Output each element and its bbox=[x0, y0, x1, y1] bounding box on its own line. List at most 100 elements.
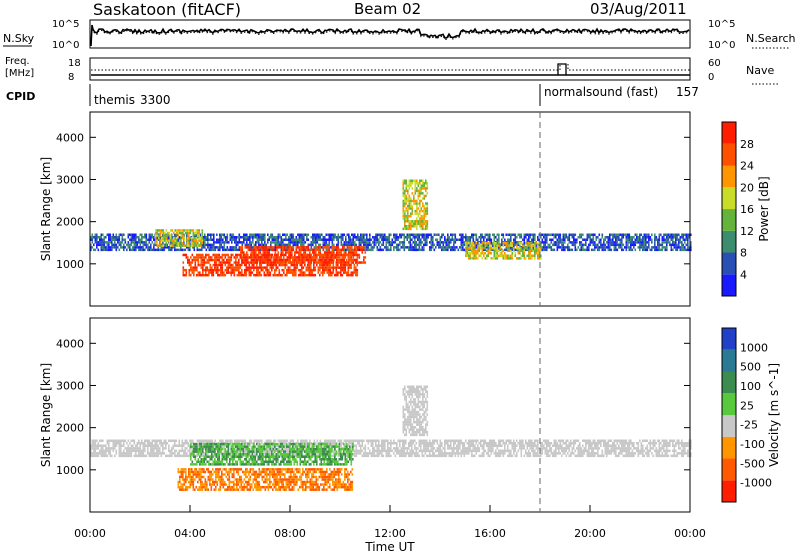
echo-cell bbox=[426, 212, 429, 215]
echo-cell bbox=[118, 439, 121, 442]
echo-cell bbox=[184, 248, 187, 252]
echo-cell bbox=[231, 439, 233, 442]
echo-cell bbox=[360, 449, 362, 453]
echo-cell bbox=[489, 241, 491, 245]
echo-cell bbox=[366, 238, 368, 241]
echo-cell bbox=[138, 241, 140, 244]
echo-cell bbox=[262, 236, 265, 239]
echo-cell bbox=[288, 241, 290, 244]
echo-cell bbox=[309, 248, 311, 252]
echo-cell bbox=[412, 233, 415, 236]
echo-cell bbox=[205, 439, 208, 442]
echo-cell bbox=[406, 233, 409, 236]
echo-cell bbox=[314, 273, 317, 277]
echo-cell bbox=[487, 233, 490, 236]
echo-cell bbox=[352, 251, 355, 254]
echo-cell bbox=[613, 241, 616, 244]
echo-cell bbox=[169, 439, 172, 442]
echo-cell bbox=[462, 246, 464, 249]
echo-cell bbox=[471, 257, 473, 260]
echo-cell bbox=[274, 447, 277, 450]
echo-cell bbox=[290, 263, 293, 267]
echo-cell bbox=[153, 447, 155, 450]
colorbar-tick-label: 20 bbox=[740, 181, 754, 194]
echo-cell bbox=[231, 236, 233, 239]
echo-cell bbox=[325, 238, 328, 241]
echo-cell bbox=[290, 261, 293, 264]
echo-cell bbox=[228, 248, 230, 252]
echo-cell bbox=[252, 248, 254, 252]
echo-cell bbox=[189, 444, 191, 447]
echo-cell bbox=[276, 449, 278, 453]
echo-cell bbox=[255, 256, 257, 259]
echo-cell bbox=[289, 261, 292, 264]
echo-cell bbox=[304, 246, 307, 249]
echo-cell bbox=[628, 233, 631, 236]
echo-cell bbox=[259, 251, 262, 254]
echo-cell bbox=[283, 442, 286, 445]
echo-cell bbox=[280, 241, 283, 244]
echo-cell bbox=[274, 268, 276, 272]
echo-cell bbox=[102, 238, 104, 241]
echo-cell bbox=[282, 258, 284, 262]
echo-cell bbox=[628, 248, 631, 252]
echo-cell bbox=[658, 246, 661, 249]
echo-cell bbox=[511, 254, 514, 257]
echo-cell bbox=[333, 439, 335, 442]
echo-cell bbox=[322, 256, 325, 259]
echo-cell bbox=[182, 234, 184, 237]
echo-cell bbox=[333, 454, 335, 458]
echo-cell bbox=[243, 233, 245, 236]
echo-cell bbox=[226, 266, 228, 269]
echo-cell bbox=[667, 238, 670, 241]
echo-cell bbox=[97, 442, 100, 445]
echo-cell bbox=[399, 452, 401, 455]
colorbar-swatch bbox=[722, 187, 736, 210]
echo-cell bbox=[453, 246, 455, 249]
echo-cell bbox=[278, 271, 281, 274]
echo-cell bbox=[364, 454, 367, 458]
echo-cell bbox=[508, 238, 511, 241]
echo-cell bbox=[406, 236, 409, 239]
echo-cell bbox=[469, 248, 472, 252]
echo-cell bbox=[495, 236, 497, 239]
echo-cell bbox=[288, 261, 290, 264]
echo-cell bbox=[192, 231, 195, 235]
echo-cell bbox=[188, 273, 191, 277]
echo-cell bbox=[283, 243, 286, 247]
echo-cell bbox=[654, 233, 656, 236]
echo-cell bbox=[295, 243, 298, 247]
echo-cell bbox=[274, 248, 277, 252]
echo-cell bbox=[123, 442, 125, 445]
echo-cell bbox=[185, 231, 187, 235]
echo-cell bbox=[145, 454, 148, 458]
echo-cell bbox=[262, 251, 265, 254]
echo-cell bbox=[272, 273, 275, 277]
echo-cell bbox=[264, 261, 266, 264]
echo-cell bbox=[203, 263, 206, 267]
echo-cell bbox=[114, 447, 116, 450]
echo-cell bbox=[223, 241, 226, 244]
echo-cell bbox=[654, 246, 656, 249]
echo-cell bbox=[553, 243, 556, 247]
echo-cell bbox=[489, 247, 491, 250]
echo-cell bbox=[210, 439, 212, 442]
echo-cell bbox=[526, 241, 529, 245]
echo-cell bbox=[356, 256, 359, 259]
echo-cell bbox=[225, 236, 227, 239]
echo-cell bbox=[463, 248, 466, 252]
echo-cell bbox=[297, 439, 299, 442]
echo-cell bbox=[309, 261, 311, 264]
echo-cell bbox=[232, 263, 234, 267]
echo-cell bbox=[235, 241, 238, 244]
echo-cell bbox=[267, 253, 269, 257]
echo-cell bbox=[284, 263, 287, 267]
echo-cell bbox=[657, 241, 659, 244]
echo-cell bbox=[187, 442, 190, 445]
echo-cell bbox=[289, 246, 292, 249]
echo-cell bbox=[421, 246, 424, 249]
echo-cell bbox=[127, 241, 130, 244]
echo-cell bbox=[439, 236, 442, 239]
echo-cell bbox=[301, 243, 304, 247]
